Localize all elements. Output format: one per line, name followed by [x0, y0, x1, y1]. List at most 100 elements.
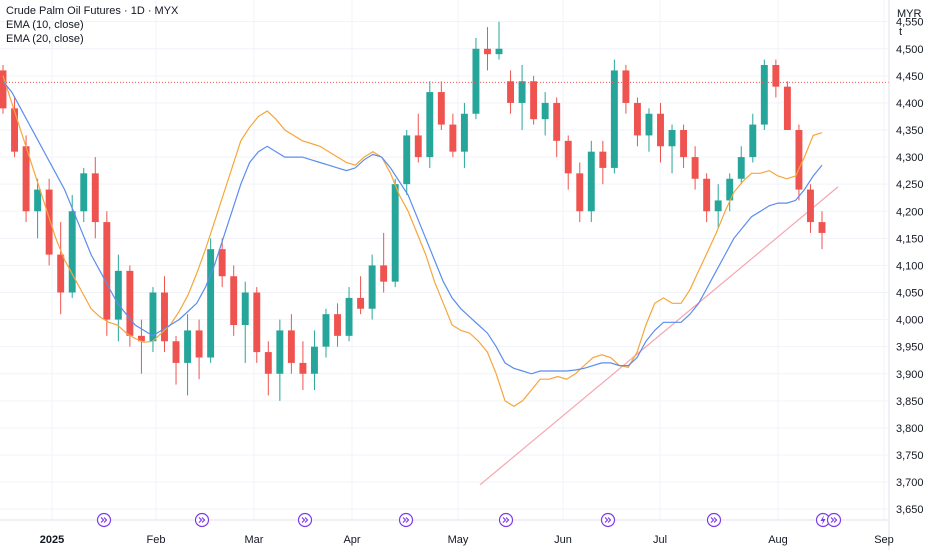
ema-layer	[2, 75, 823, 408]
event-arrow-icon	[194, 512, 210, 528]
chart-legend: Crude Palm Oil Futures · 1D · MYX EMA (1…	[6, 4, 178, 46]
candle-body	[172, 341, 180, 363]
candle-body	[437, 92, 445, 125]
candle-body	[253, 292, 261, 353]
candle-body	[587, 151, 595, 212]
candle-body	[380, 265, 388, 282]
candle-body	[668, 130, 676, 147]
x-tick-label: May	[448, 534, 469, 546]
trendline-layer	[479, 186, 839, 486]
candles-layer	[0, 21, 826, 401]
x-tick-label: Aug	[768, 534, 788, 546]
support-trendline	[479, 186, 839, 486]
candle-body	[737, 157, 745, 179]
candle-body	[426, 92, 434, 158]
candle-body	[103, 222, 111, 320]
event-arrow-icon	[297, 512, 313, 528]
candle-body	[795, 130, 803, 190]
y-tick-label: 4,350	[896, 125, 924, 137]
candle-body	[357, 297, 365, 309]
candle-body	[553, 102, 561, 141]
candle-body	[276, 330, 284, 374]
candle-body	[818, 222, 826, 233]
candle-body	[807, 189, 814, 223]
candle-body	[195, 330, 203, 358]
y-tick-label: 4,100	[896, 260, 924, 272]
axis-currency-label: MYR	[897, 8, 922, 20]
y-tick-label: 4,050	[896, 288, 924, 300]
candle-body	[657, 113, 664, 147]
y-tick-label: 3,850	[896, 396, 924, 408]
axis-unit-label: t	[899, 26, 902, 38]
x-tick-label: Jul	[653, 534, 667, 546]
event-arrow-icon	[826, 512, 842, 528]
candle-body	[161, 292, 168, 342]
candle-body	[207, 249, 215, 358]
candle-body	[783, 86, 791, 130]
candle-body	[345, 297, 353, 336]
candle-body	[137, 335, 145, 342]
candle-body	[11, 108, 18, 152]
candle-body	[68, 211, 76, 293]
candle-body	[334, 314, 341, 336]
candle-body	[460, 113, 468, 152]
x-tick-label: 2025	[40, 534, 64, 546]
y-tick-label: 3,650	[896, 504, 924, 516]
y-tick-label: 4,450	[896, 71, 924, 83]
candle-body	[299, 362, 307, 374]
candle-body	[184, 330, 192, 363]
candle-body	[80, 173, 88, 212]
candle-body	[34, 189, 42, 212]
candle-body	[403, 135, 411, 185]
y-tick-label: 4,300	[896, 152, 924, 164]
y-tick-label: 3,900	[896, 369, 924, 381]
candle-body	[391, 184, 399, 282]
candle-body	[507, 81, 515, 103]
candle-body	[530, 81, 538, 120]
y-tick-label: 3,800	[896, 423, 924, 435]
candle-body	[680, 130, 688, 158]
candle-body	[622, 70, 630, 103]
event-icons-layer	[96, 512, 842, 528]
candle-body	[287, 330, 295, 363]
candle-body	[599, 151, 607, 168]
candle-body	[149, 292, 157, 342]
y-tick-label: 4,500	[896, 44, 924, 56]
candle-body	[518, 81, 526, 103]
candle-body	[576, 173, 584, 212]
candle-body	[218, 249, 226, 277]
y-tick-label: 4,400	[896, 98, 924, 110]
grid-lines	[0, 0, 889, 520]
candle-body	[322, 314, 330, 347]
candle-body	[714, 200, 722, 212]
candle-body	[760, 65, 768, 125]
candle-body	[57, 254, 65, 293]
y-tick-label: 4,550	[896, 17, 924, 29]
event-arrow-icon	[600, 512, 616, 528]
event-arrow-icon	[706, 512, 722, 528]
candle-body	[22, 146, 30, 212]
y-tick-label: 4,250	[896, 179, 924, 191]
candle-body	[749, 124, 757, 158]
candle-body	[610, 70, 618, 168]
candle-body	[310, 346, 318, 374]
event-arrow-icon	[498, 512, 514, 528]
candle-body	[0, 70, 7, 109]
x-tick-label: Apr	[343, 534, 360, 546]
ema10-line	[2, 75, 823, 408]
candle-body	[368, 265, 376, 309]
price-axis-panel	[889, 0, 932, 550]
x-tick-label: Jun	[554, 534, 572, 546]
candle-body	[633, 102, 641, 136]
candle-body	[645, 113, 653, 136]
x-tick-label: Mar	[245, 534, 264, 546]
candle-body	[726, 178, 734, 201]
candle-body	[472, 48, 480, 114]
y-tick-label: 4,150	[896, 233, 924, 245]
legend-ema10: EMA (10, close)	[6, 19, 84, 31]
candle-body	[495, 48, 503, 55]
candle-body	[126, 270, 134, 336]
candle-body	[772, 65, 780, 87]
